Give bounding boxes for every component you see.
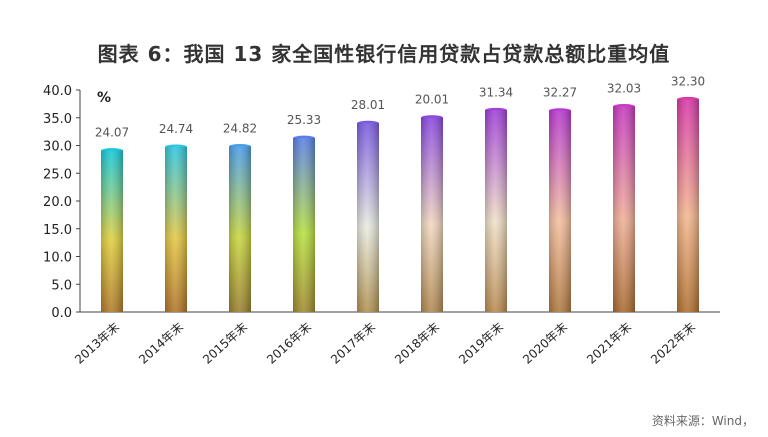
data-label: 20.01 xyxy=(415,93,449,107)
x-tick-label: 2015年末 xyxy=(200,320,250,367)
y-tick-label: 20.0 xyxy=(43,195,72,210)
x-tick-label: 2017年末 xyxy=(328,320,378,367)
x-tick-label: 2022年末 xyxy=(648,320,698,367)
x-tick-label: 2020年末 xyxy=(520,320,570,367)
x-tick-label: 2014年末 xyxy=(136,320,186,367)
data-label: 25.33 xyxy=(287,113,321,127)
x-tick-label: 2013年末 xyxy=(72,320,122,367)
data-label: 24.82 xyxy=(223,121,257,135)
data-label: 31.34 xyxy=(479,85,513,99)
x-tick-labels: 2013年末 2014年末 2015年末 2016年末 2017年末 2018年末 2019… xyxy=(72,320,698,367)
y-tick-label: 10.0 xyxy=(43,251,72,266)
y-tick-label: 15.0 xyxy=(43,223,72,238)
x-tick-label: 2021年末 xyxy=(584,320,634,367)
y-tick-label: 5.0 xyxy=(51,278,72,293)
bar-shading xyxy=(293,138,315,312)
data-label: 24.07 xyxy=(95,126,129,140)
chart-title: 图表 6：我国 13 家全国性银行信用贷款占贷款总额比重均值 xyxy=(97,42,671,66)
data-label: 32.03 xyxy=(607,81,641,95)
bar-shading xyxy=(549,110,571,312)
bar-shading xyxy=(229,146,251,312)
bar-shading xyxy=(357,123,379,312)
bar-shading xyxy=(485,110,507,312)
axes: 0.0 5.0 10.0 15.0 20.0 25.0 30.0 35.0 40.0 xyxy=(43,84,720,321)
y-tick-label: 0.0 xyxy=(51,306,72,321)
y-tick-label: 30.0 xyxy=(43,140,72,155)
data-label: 24.74 xyxy=(159,122,193,136)
data-label: 32.30 xyxy=(671,74,705,88)
x-tick-label: 2016年末 xyxy=(264,320,314,367)
data-label: 28.01 xyxy=(351,98,385,112)
bar-shading xyxy=(677,99,699,312)
bar-shading xyxy=(421,117,443,312)
x-tick-label: 2019年末 xyxy=(456,320,506,367)
y-tick-label: 40.0 xyxy=(43,84,72,99)
bar-shading xyxy=(101,150,123,312)
bar-shading xyxy=(165,146,187,312)
y-tick-label: 35.0 xyxy=(43,112,72,127)
bars: 24.07 24.74 24.82 25.33 28.01 20.01 31.34 32.27… xyxy=(95,74,705,313)
bar-shading xyxy=(613,106,635,313)
y-axis-unit-label: % xyxy=(97,90,111,106)
data-label: 32.27 xyxy=(543,86,577,100)
x-tick-label: 2018年末 xyxy=(392,320,442,367)
y-tick-label: 25.0 xyxy=(43,167,72,182)
source-note: 资料来源：Wind， xyxy=(651,414,754,428)
